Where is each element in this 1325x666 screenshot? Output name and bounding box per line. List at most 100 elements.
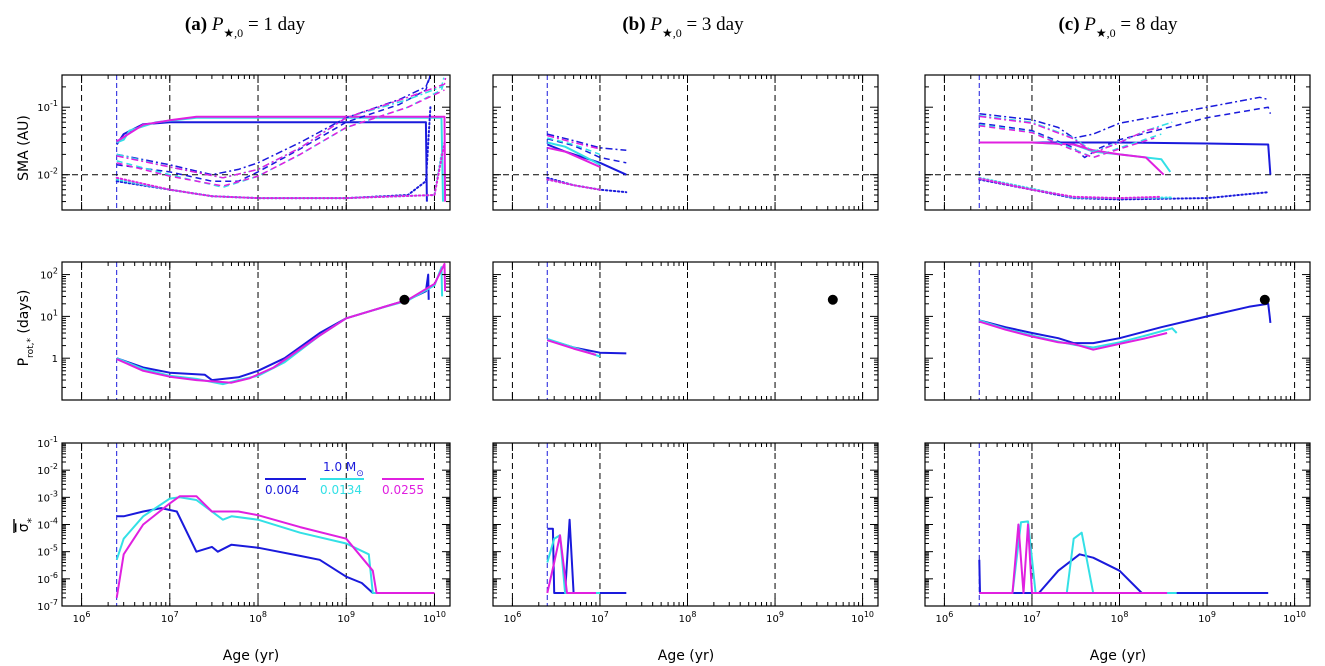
series-blue-solid xyxy=(547,518,627,594)
panel-1-sma xyxy=(492,74,879,211)
series-magenta-dotted xyxy=(978,177,1163,200)
series-blue-solid xyxy=(546,143,627,176)
series-group xyxy=(115,75,447,202)
x-tick-label: 107 xyxy=(591,610,609,625)
sun-marker xyxy=(399,294,410,305)
series-magenta-solid xyxy=(547,146,601,168)
panel-2-prot xyxy=(924,261,1311,401)
series-group xyxy=(546,518,627,594)
x-tick-label: 109 xyxy=(337,610,355,625)
y-tick-label: 10-1 xyxy=(37,435,58,450)
series-magenta-dotted xyxy=(546,178,601,191)
plot-area: 10-210-1110110210-710-610-510-410-310-21… xyxy=(37,74,1311,625)
series-blue-dashed xyxy=(979,106,1272,159)
x-tick-label: 106 xyxy=(936,610,954,625)
series-magenta-solid xyxy=(546,534,596,594)
series-magenta-solid xyxy=(116,115,447,202)
x-axis-label-c: Age (yr) xyxy=(1090,648,1147,664)
series-cyan-dashed xyxy=(979,123,1162,159)
series-cyan-dotted xyxy=(115,153,443,200)
series-blue-dashed xyxy=(547,138,627,164)
legend-mass-label: 1.0 M⊙ xyxy=(323,460,364,479)
series-magenta-solid xyxy=(979,320,1168,351)
x-axis-label-b: Age (yr) xyxy=(658,648,715,664)
y-tick-label: 10-1 xyxy=(37,99,58,114)
series-magenta-dashdot xyxy=(547,134,601,150)
y-tick-label: 10-3 xyxy=(37,489,58,504)
series-group xyxy=(978,96,1272,201)
panel-title-b: (b) P★,0 = 3 day xyxy=(622,14,744,40)
series-cyan-dotted xyxy=(978,176,1174,200)
x-tick-label: 106 xyxy=(73,610,91,625)
panel-titles: (a) P★,0 = 1 day (b) P★,0 = 3 day (c) P★… xyxy=(185,14,1178,40)
plot-frame xyxy=(924,442,1311,607)
panel-0-sigma: 10-7 10-6 10-5 10-4 10-3 10-2 10-1 106 107 108 109… xyxy=(37,435,451,625)
panel-title-a: (a) P★,0 = 1 day xyxy=(185,14,306,40)
series-magenta-solid xyxy=(979,523,1168,594)
series-group xyxy=(546,337,627,358)
plot-frame xyxy=(61,74,451,211)
series-group xyxy=(978,520,1269,594)
x-tick-label: 109 xyxy=(1198,610,1216,625)
series-magenta-dashed xyxy=(979,125,1155,159)
series-magenta-solid xyxy=(116,262,447,384)
series-cyan-solid xyxy=(115,496,435,594)
sigma-axis-label: σ* xyxy=(16,517,38,532)
y-tick-label: 102 xyxy=(40,267,58,282)
series-blue-dashdot xyxy=(547,133,627,152)
y-tick-label: 101 xyxy=(40,308,58,323)
series-cyan-dashed xyxy=(116,80,446,189)
series-blue-dotted xyxy=(546,176,628,194)
x-axis-label-a: Age (yr) xyxy=(223,648,280,664)
series-blue-dashdot xyxy=(979,96,1269,139)
x-tick-label: 1010 xyxy=(1283,610,1306,625)
series-blue-solid xyxy=(116,273,430,382)
x-tick-label: 1010 xyxy=(851,610,874,625)
legend-label-2: 0.0255 xyxy=(382,483,424,497)
x-tick-label: 108 xyxy=(249,610,267,625)
series-magenta-solid xyxy=(979,141,1165,176)
sma-axis-label: SMA (AU) xyxy=(16,115,32,181)
series-group xyxy=(546,133,628,194)
series-cyan-solid xyxy=(547,141,601,166)
series-cyan-solid xyxy=(979,520,1177,594)
plot-frame xyxy=(492,261,879,401)
y-tick-label: 10-5 xyxy=(37,544,58,559)
x-tick-label: 109 xyxy=(766,610,784,625)
series-magenta-dashdot xyxy=(116,75,447,179)
x-tick-label: 108 xyxy=(679,610,697,625)
x-tick-label: 107 xyxy=(1023,610,1041,625)
series-group xyxy=(116,262,447,386)
panel-1-prot xyxy=(492,261,879,401)
series-blue-dashdot xyxy=(116,75,432,176)
series-magenta-dotted xyxy=(115,141,446,200)
panel-2-sma xyxy=(924,74,1311,211)
y-tick-label: 10-2 xyxy=(37,462,58,477)
series-cyan-dashdot xyxy=(116,75,446,179)
y-tick-label: 10-2 xyxy=(37,167,58,182)
series-blue-solid xyxy=(979,302,1272,345)
panel-1-sigma: 106 107 108 109 1010 xyxy=(492,442,879,625)
series-magenta-solid xyxy=(115,495,435,598)
panel-2-sigma: 106 107 108 109 1010 xyxy=(924,442,1311,625)
series-blue-solid xyxy=(979,141,1272,175)
x-tick-label: 107 xyxy=(161,610,179,625)
y-tick-label: 10-7 xyxy=(37,598,58,613)
x-tick-label: 1010 xyxy=(423,610,446,625)
legend-label-0: 0.004 xyxy=(265,483,299,497)
series-group xyxy=(115,495,435,598)
panel-title-c: (c) P★,0 = 8 day xyxy=(1058,14,1178,40)
series-magenta-dashdot xyxy=(979,115,1162,154)
series-cyan-dashdot xyxy=(979,114,1173,153)
y-tick-label: 10-6 xyxy=(37,571,58,586)
legend-label-1: 0.0134 xyxy=(320,483,362,497)
plot-frame xyxy=(924,261,1311,401)
series-cyan-solid xyxy=(116,266,444,386)
legend: 1.0 M⊙ 0.004 0.0134 0.0255 xyxy=(265,460,424,497)
panel-0-sma: 10-2 10-1 xyxy=(37,74,451,211)
plot-frame xyxy=(61,261,451,401)
y-tick-label: 10-4 xyxy=(37,517,58,532)
y-tick-label: 1 xyxy=(52,354,58,365)
series-magenta-dashed xyxy=(116,89,445,187)
